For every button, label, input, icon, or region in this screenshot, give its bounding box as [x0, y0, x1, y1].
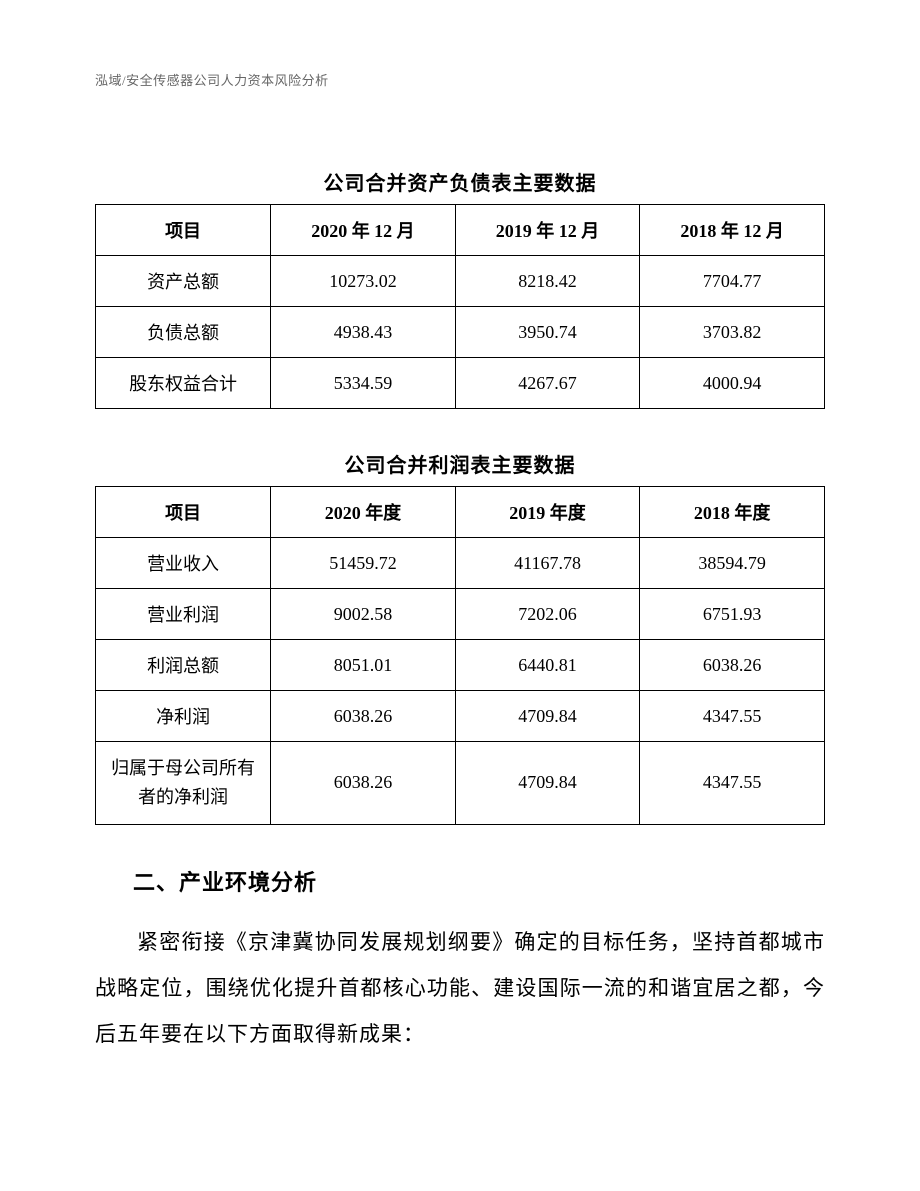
table2-r4-v1: 4709.84: [455, 742, 640, 825]
table1-r1-label: 负债总额: [96, 307, 271, 358]
table1-r2-v1: 4267.67: [455, 358, 640, 409]
table-row: 营业利润 9002.58 7202.06 6751.93: [96, 589, 825, 640]
table1-r0-v1: 8218.42: [455, 256, 640, 307]
body-paragraph: 紧密衔接《京津冀协同发展规划纲要》确定的目标任务，坚持首都城市战略定位，围绕优化…: [95, 919, 825, 1058]
table2-col2: 2019 年度: [455, 487, 640, 538]
table1-r0-label: 资产总额: [96, 256, 271, 307]
table2-r4-v0: 6038.26: [271, 742, 456, 825]
table2-r3-v2: 4347.55: [640, 691, 825, 742]
table-header-row: 项目 2020 年 12 月 2019 年 12 月 2018 年 12 月: [96, 205, 825, 256]
table1-col1: 2020 年 12 月: [271, 205, 456, 256]
table2-r0-v2: 38594.79: [640, 538, 825, 589]
table-header-row: 项目 2020 年度 2019 年度 2018 年度: [96, 487, 825, 538]
table-row: 归属于母公司所有者的净利润 6038.26 4709.84 4347.55: [96, 742, 825, 825]
table1-r2-label: 股东权益合计: [96, 358, 271, 409]
table2-r1-v0: 9002.58: [271, 589, 456, 640]
table1-title: 公司合并资产负债表主要数据: [95, 167, 825, 196]
table1-r2-v0: 5334.59: [271, 358, 456, 409]
table2-r2-v0: 8051.01: [271, 640, 456, 691]
table2-r1-v1: 7202.06: [455, 589, 640, 640]
table1-r1-v2: 3703.82: [640, 307, 825, 358]
table-row: 营业收入 51459.72 41167.78 38594.79: [96, 538, 825, 589]
section-heading: 二、产业环境分析: [95, 865, 825, 897]
table-row: 股东权益合计 5334.59 4267.67 4000.94: [96, 358, 825, 409]
table2-r4-v2: 4347.55: [640, 742, 825, 825]
table2-title: 公司合并利润表主要数据: [95, 449, 825, 478]
table2-r2-v2: 6038.26: [640, 640, 825, 691]
table1-r1-v0: 4938.43: [271, 307, 456, 358]
table-row: 净利润 6038.26 4709.84 4347.55: [96, 691, 825, 742]
table2-r3-v0: 6038.26: [271, 691, 456, 742]
table-row: 负债总额 4938.43 3950.74 3703.82: [96, 307, 825, 358]
table-row: 利润总额 8051.01 6440.81 6038.26: [96, 640, 825, 691]
table1-r0-v2: 7704.77: [640, 256, 825, 307]
table2-r3-v1: 4709.84: [455, 691, 640, 742]
table1-col2: 2019 年 12 月: [455, 205, 640, 256]
table2-r3-label: 净利润: [96, 691, 271, 742]
table2-r1-label: 营业利润: [96, 589, 271, 640]
table2-r2-label: 利润总额: [96, 640, 271, 691]
table2-r0-v0: 51459.72: [271, 538, 456, 589]
income-statement-table: 项目 2020 年度 2019 年度 2018 年度 营业收入 51459.72…: [95, 486, 825, 825]
table-row: 资产总额 10273.02 8218.42 7704.77: [96, 256, 825, 307]
table1-r1-v1: 3950.74: [455, 307, 640, 358]
table1-col3: 2018 年 12 月: [640, 205, 825, 256]
table2-col0: 项目: [96, 487, 271, 538]
table2-r0-label: 营业收入: [96, 538, 271, 589]
table2-r2-v1: 6440.81: [455, 640, 640, 691]
table2-col1: 2020 年度: [271, 487, 456, 538]
page-header: 泓域/安全传感器公司人力资本风险分析: [95, 70, 825, 89]
table2-r4-label: 归属于母公司所有者的净利润: [96, 742, 271, 825]
table1-r0-v0: 10273.02: [271, 256, 456, 307]
table1-r2-v2: 4000.94: [640, 358, 825, 409]
table2-col3: 2018 年度: [640, 487, 825, 538]
table2-r0-v1: 41167.78: [455, 538, 640, 589]
table1-col0: 项目: [96, 205, 271, 256]
table2-r1-v2: 6751.93: [640, 589, 825, 640]
balance-sheet-table: 项目 2020 年 12 月 2019 年 12 月 2018 年 12 月 资…: [95, 204, 825, 409]
